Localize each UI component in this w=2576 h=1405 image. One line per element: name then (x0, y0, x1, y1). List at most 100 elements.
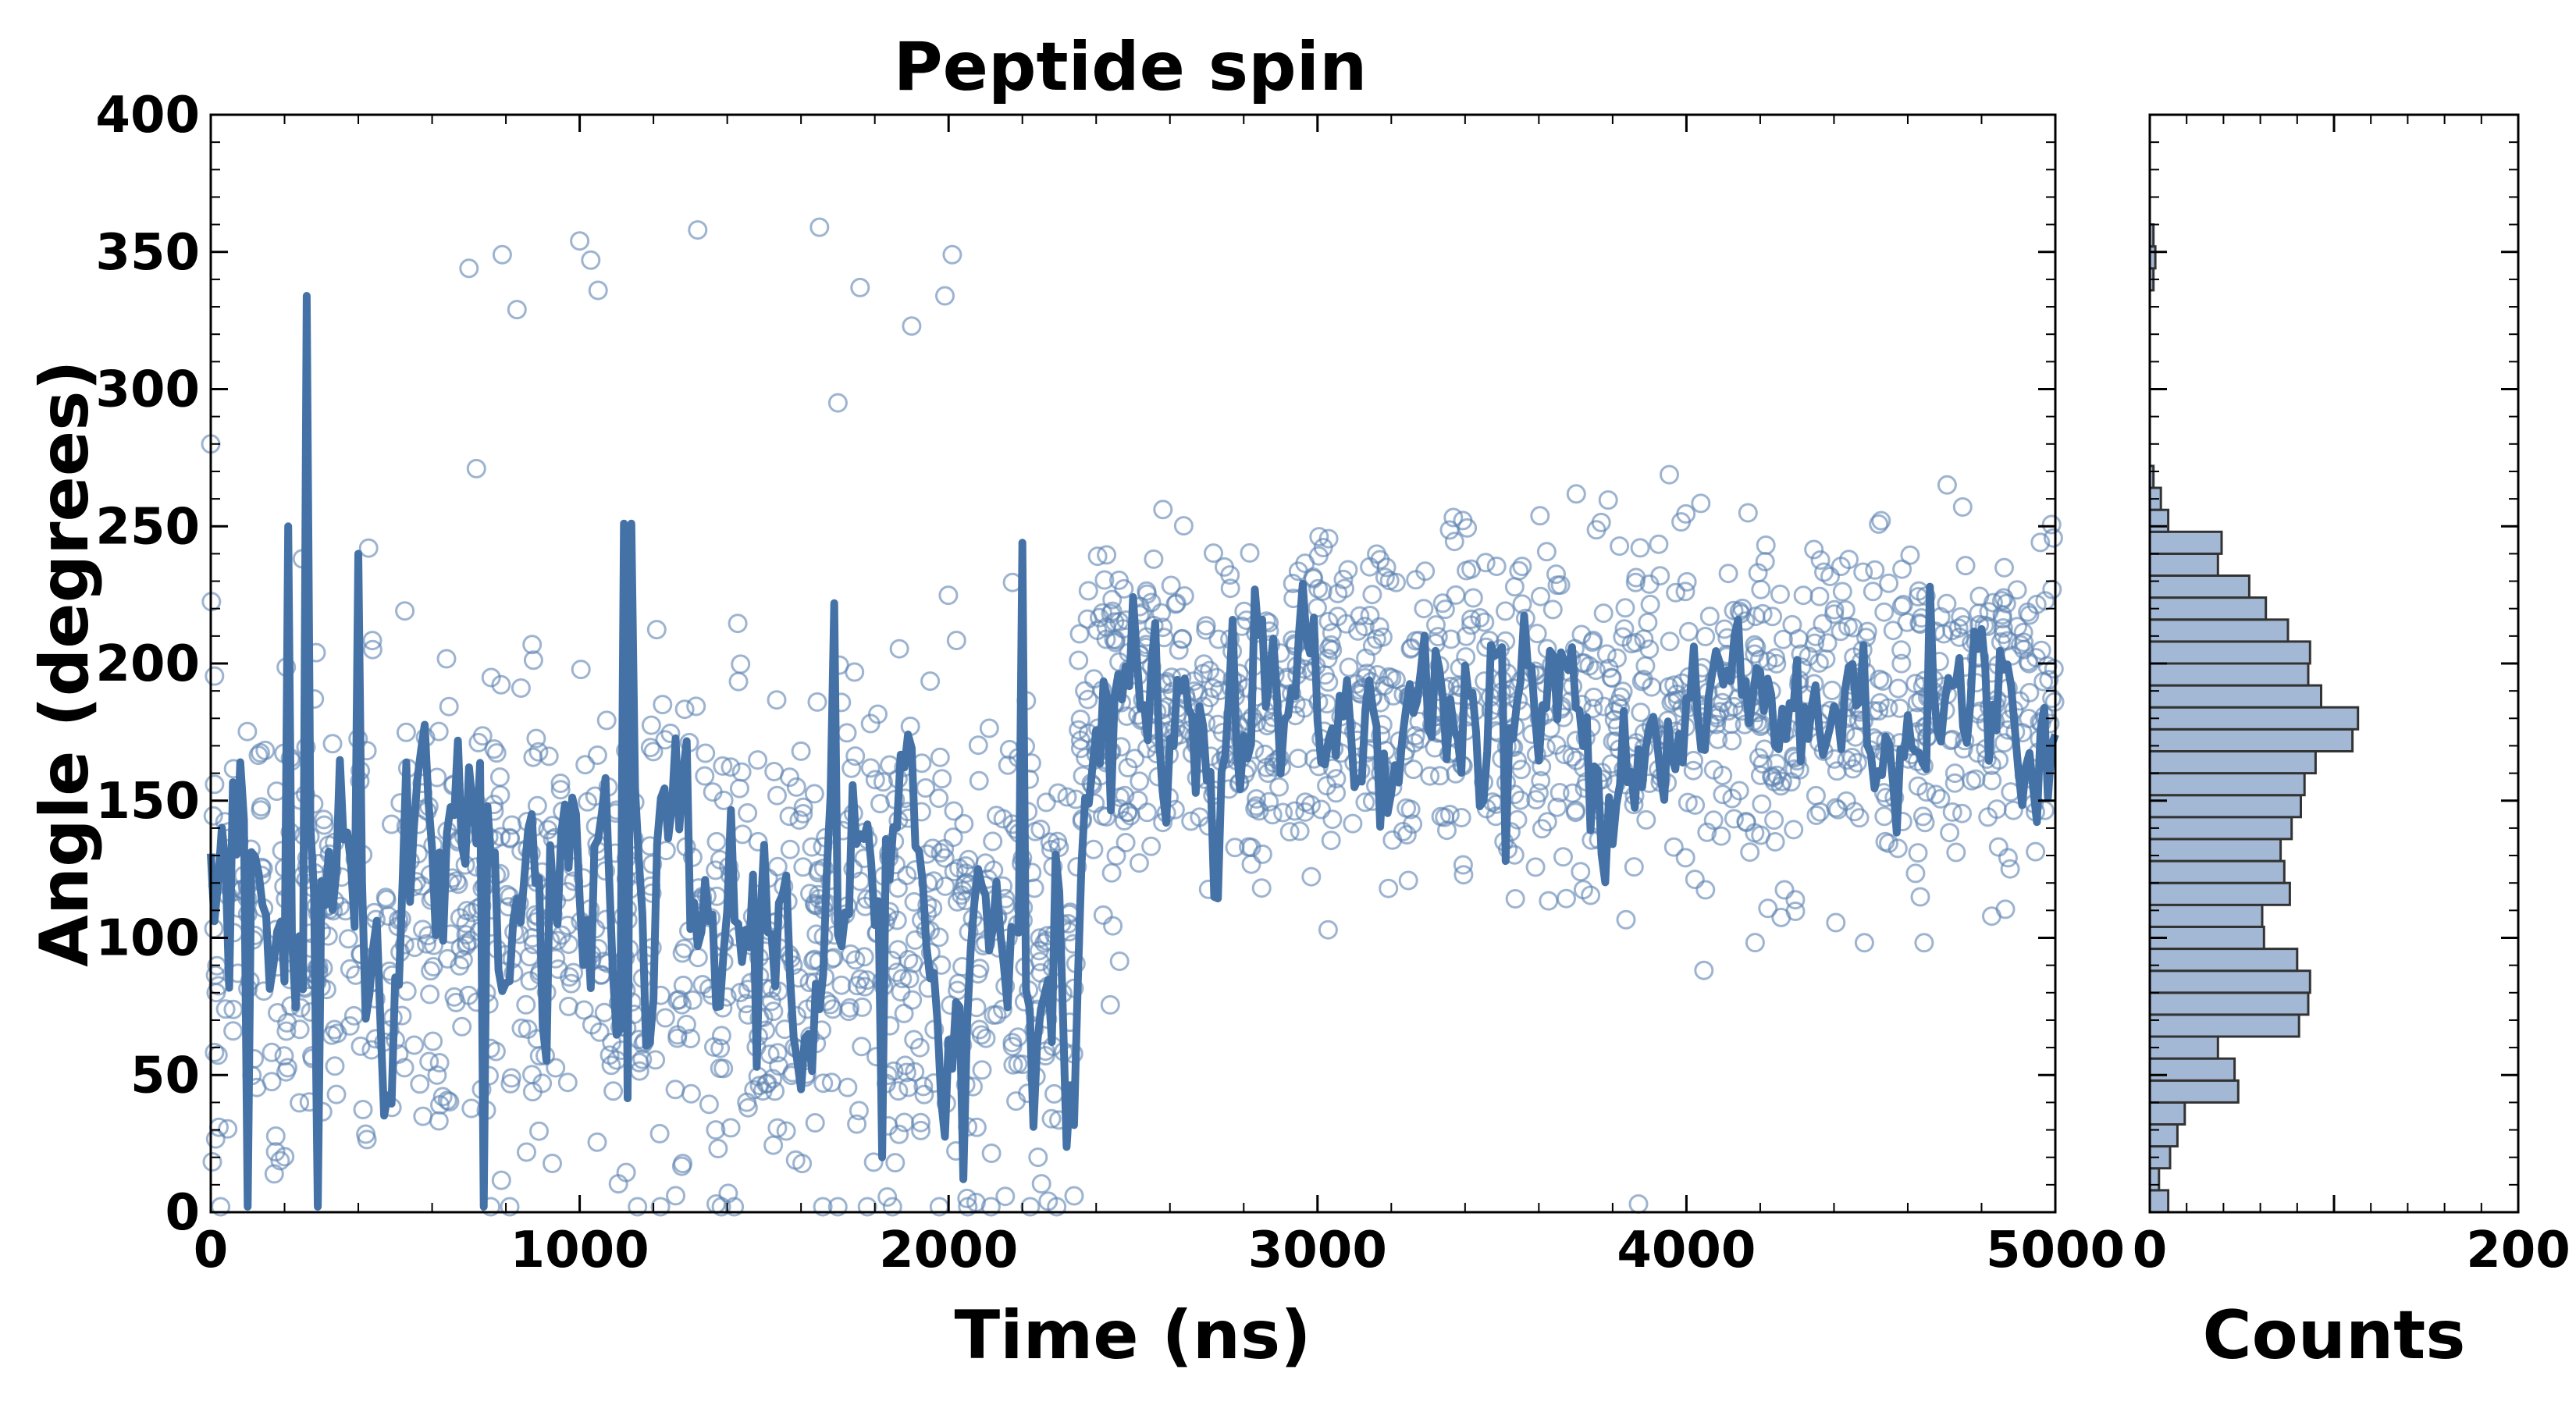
chart-title: Peptide spin (894, 28, 1368, 106)
data-point (516, 994, 536, 1015)
data-point (1940, 823, 1960, 843)
data-point (1295, 802, 1315, 822)
data-point (943, 827, 963, 848)
data-point (2000, 859, 2020, 879)
data-point (1446, 585, 1466, 605)
data-point (1312, 581, 1332, 601)
y-tick-label: 250 (95, 498, 200, 556)
data-point (1064, 1186, 1084, 1206)
data-point (596, 710, 617, 731)
data-point (264, 1164, 284, 1184)
data-point (205, 1042, 225, 1062)
data-point (404, 937, 425, 958)
data-point (1118, 802, 1138, 822)
data-point (1908, 776, 1928, 796)
histogram-bar (2148, 530, 2223, 555)
data-point (1703, 810, 1724, 831)
data-point (1368, 665, 1388, 685)
data-point (665, 1080, 685, 1100)
data-point (1196, 620, 1216, 640)
data-point (1722, 731, 1742, 751)
data-point (1593, 603, 1614, 624)
data-point (930, 747, 950, 767)
histogram-bar (2148, 508, 2170, 533)
data-point (1443, 507, 1464, 528)
data-point (538, 820, 558, 840)
data-point (1069, 720, 1089, 740)
data-point (1602, 668, 1622, 688)
data-point (457, 933, 477, 953)
data-point (1069, 650, 1089, 670)
data-point (1435, 807, 1455, 827)
data-point (1526, 790, 1546, 810)
x-tick-label: 5000 (1986, 1222, 2125, 1279)
data-point (767, 690, 787, 710)
data-point (1869, 514, 1889, 534)
data-point (686, 696, 706, 717)
histogram-bar (2148, 948, 2299, 973)
data-point (1103, 916, 1123, 936)
data-point (1752, 603, 1773, 624)
data-point (481, 667, 501, 688)
outlier-point (957, 1188, 977, 1208)
histogram-bar (2148, 1123, 2179, 1148)
data-point (948, 891, 967, 912)
histogram-bar (2148, 1101, 2186, 1126)
data-point (486, 743, 507, 763)
main-ticks: 0 1000 2000 3000 4000 5000 0 50 100 150 200 250 300 3… (95, 87, 2125, 1279)
data-point (1505, 889, 1525, 909)
data-point (1360, 606, 1380, 625)
data-point (2035, 591, 2055, 611)
data-point (325, 1056, 345, 1076)
data-point (1660, 631, 1680, 652)
data-point (1106, 845, 1126, 866)
hist-x-tick-label: 200 (2466, 1222, 2571, 1279)
data-point (518, 1019, 538, 1039)
data-point (1831, 557, 1851, 577)
data-point (706, 831, 727, 852)
data-point (791, 741, 811, 761)
data-point (1322, 809, 1343, 830)
data-point (1614, 619, 1635, 639)
data-point (1105, 630, 1126, 650)
data-point (983, 831, 1003, 852)
data-point (523, 650, 543, 670)
data-point (938, 585, 959, 606)
data-point (852, 1037, 872, 1057)
data-point (356, 1124, 376, 1144)
data-point (1169, 640, 1189, 660)
data-point (215, 999, 236, 1019)
data-point (1379, 571, 1400, 591)
data-point (550, 774, 571, 793)
data-point (1630, 538, 1650, 558)
data-point (1772, 771, 1792, 791)
data-point (802, 837, 822, 857)
histogram-bar (2148, 640, 2311, 665)
data-point (1333, 569, 1354, 589)
data-point (860, 713, 881, 734)
histogram-bar (2148, 1167, 2161, 1192)
data-point (543, 1154, 562, 1173)
data-point (1120, 806, 1140, 826)
histogram-bar (2148, 750, 2317, 775)
data-point (934, 848, 955, 868)
y-tick-label: 0 (165, 1184, 200, 1242)
data-point (2019, 653, 2039, 674)
data-point (1181, 811, 1201, 831)
data-point (1144, 549, 1164, 569)
data-point (1978, 807, 1998, 827)
data-point (338, 929, 358, 949)
data-point (1745, 635, 1765, 655)
data-point (841, 758, 862, 778)
data-point (813, 1197, 833, 1217)
data-point (845, 950, 866, 970)
data-point (1553, 847, 1573, 867)
data-point (1879, 833, 1898, 853)
data-point (1303, 567, 1323, 587)
data-point (1509, 560, 1529, 581)
data-point (1755, 552, 1775, 571)
data-point (1949, 627, 1969, 647)
data-point (767, 785, 787, 806)
data-point (1350, 606, 1370, 626)
data-point (1863, 582, 1883, 602)
